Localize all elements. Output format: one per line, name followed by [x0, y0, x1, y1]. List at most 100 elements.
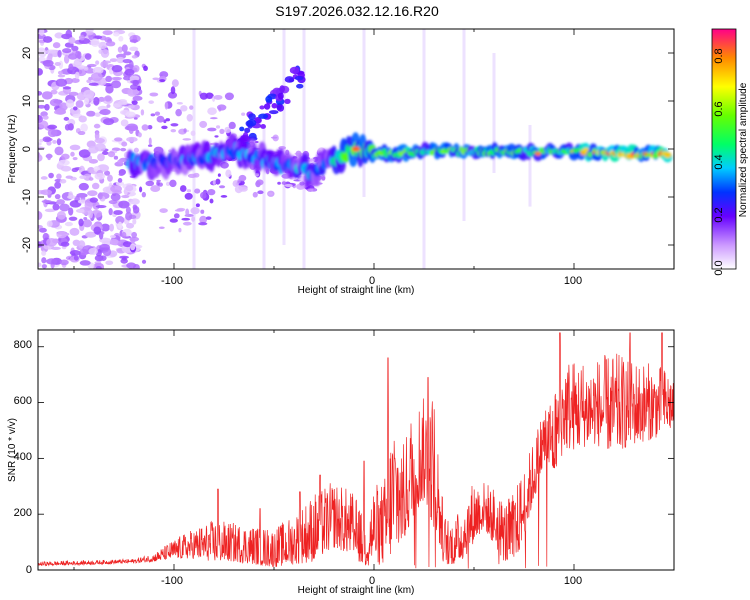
noise-blob [111, 80, 122, 89]
scatter-blob [200, 191, 207, 199]
noise-blob [88, 158, 99, 164]
scatter-blob [190, 130, 196, 136]
noise-blob [50, 89, 58, 95]
noise-blob [94, 172, 105, 180]
snr-xlabel: Height of straight line (km) [298, 585, 415, 596]
noise-blob [97, 153, 105, 162]
scatter-blob [199, 120, 208, 128]
noise-blob [121, 256, 127, 261]
scatter-blob [224, 92, 234, 101]
snr-ylabel: SNR (10 * v/v) [7, 418, 18, 482]
noise-blob [47, 124, 58, 130]
diagonal-blob [277, 92, 284, 100]
snr-ytick: 200 [14, 507, 32, 519]
scatter-blob [199, 92, 208, 100]
diagonal-blob [284, 98, 291, 104]
diagonal-blob [260, 123, 266, 129]
colorbar-tick: 0.2 [713, 207, 725, 222]
noise-blob [48, 172, 54, 179]
scatter-blob [207, 107, 217, 115]
scatter-blob [138, 186, 143, 193]
scatter-blob [220, 161, 229, 169]
noise-blob [108, 208, 113, 216]
noise-blob [52, 203, 60, 211]
noise-blob [109, 238, 119, 245]
noise-blob [75, 100, 84, 108]
scatter-blob [156, 179, 161, 183]
scatter-blob [141, 259, 147, 264]
noise-blob [57, 49, 62, 58]
noise-blob [110, 193, 121, 202]
noise-blob [68, 216, 78, 221]
noise-blob [93, 96, 100, 106]
scatter-blob [277, 181, 281, 185]
scatter-blob [147, 125, 153, 130]
spectrogram-ylabel: Frequency (Hz) [7, 115, 18, 184]
scatter-blob [171, 79, 179, 88]
diagonal-blob [259, 105, 265, 110]
noise-blob [83, 89, 95, 99]
noise-blob [42, 115, 49, 120]
noise-blob [94, 112, 101, 117]
noise-blob [120, 147, 127, 152]
spectrogram-streak [362, 29, 366, 197]
noise-blob [56, 231, 68, 239]
scatter-blob [156, 115, 165, 123]
snr-xtick: 0 [369, 575, 375, 587]
noise-blob [46, 220, 53, 228]
noise-blob [38, 68, 43, 76]
scatter-blob [150, 113, 156, 117]
noise-blob [77, 240, 86, 249]
noise-blob [90, 72, 103, 82]
noise-blob [117, 100, 128, 106]
noise-blob [38, 142, 42, 146]
noise-blob [115, 216, 125, 225]
noise-blob [54, 32, 64, 39]
scatter-blob [191, 216, 196, 222]
noise-blob [126, 136, 138, 143]
scatter-blob [156, 181, 160, 186]
noise-blob [73, 106, 78, 111]
noise-blob [78, 115, 87, 123]
scatter-blob [137, 132, 142, 138]
noise-blob [41, 199, 52, 204]
noise-blob [44, 208, 56, 213]
diagonal-blob [289, 66, 300, 74]
noise-blob [83, 97, 90, 105]
noise-blob [126, 262, 137, 269]
spectrogram-xtick: 100 [564, 275, 582, 287]
noise-blob [42, 36, 53, 43]
scatter-blob [198, 222, 208, 226]
noise-blob [56, 211, 66, 220]
scatter-blob [187, 173, 197, 178]
noise-blob [65, 175, 73, 179]
spectrogram-streak [492, 53, 496, 173]
noise-blob [64, 221, 73, 227]
scatter-blob [228, 121, 236, 130]
noise-blob [117, 177, 123, 183]
noise-blob [101, 151, 109, 156]
noise-blob [78, 149, 91, 158]
scatter-blob [173, 213, 180, 219]
noise-blob [78, 34, 85, 41]
noise-blob [38, 56, 46, 63]
spectrogram-xtick: 0 [369, 275, 375, 287]
scatter-blob [176, 102, 183, 105]
scatter-blob [175, 108, 182, 117]
noise-blob [84, 201, 93, 211]
diagonal-blob [258, 113, 269, 119]
noise-blob [71, 45, 79, 52]
noise-blob [63, 54, 70, 64]
noise-blob [132, 204, 138, 210]
noise-blob [94, 254, 104, 262]
noise-blob [56, 199, 66, 205]
noise-blob [125, 185, 134, 192]
noise-blob [109, 58, 118, 63]
scatter-blob [299, 181, 305, 186]
scatter-blob [159, 79, 166, 83]
noise-blob [45, 49, 57, 54]
scatter-blob [133, 117, 138, 120]
scatter-blob [214, 135, 219, 138]
scatter-blob [158, 226, 165, 230]
noise-blob [88, 177, 94, 181]
